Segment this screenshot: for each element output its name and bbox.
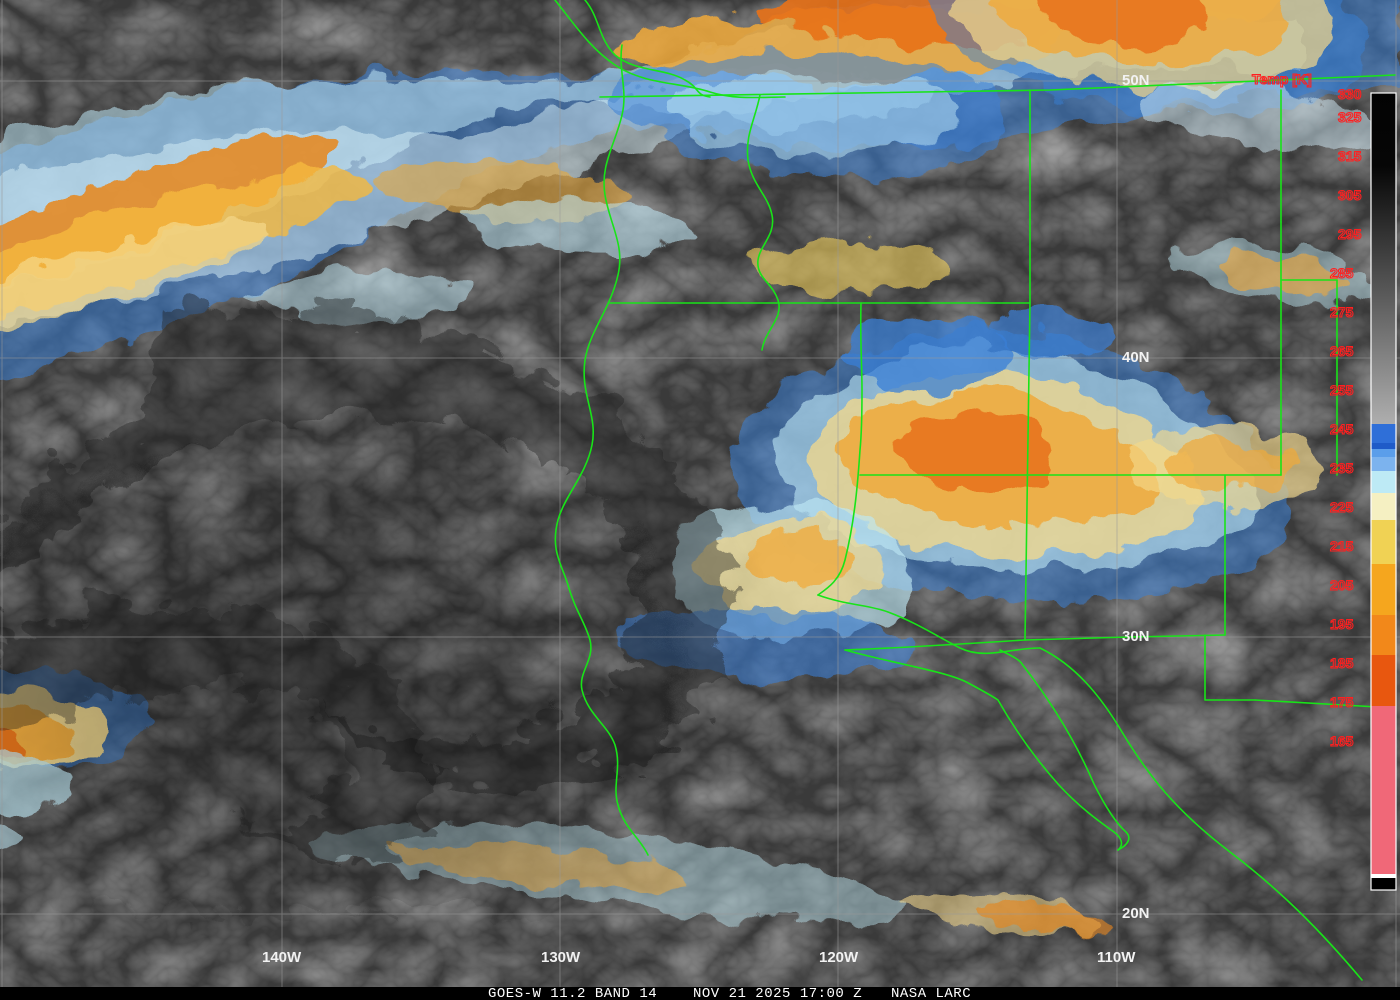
svg-text:GOES-W 11.2 BAND 14: GOES-W 11.2 BAND 14 bbox=[488, 986, 657, 1000]
svg-text:NOV 21 2025 17:00 Z: NOV 21 2025 17:00 Z bbox=[693, 986, 862, 1000]
svg-text:NASA LARC: NASA LARC bbox=[891, 986, 971, 1000]
